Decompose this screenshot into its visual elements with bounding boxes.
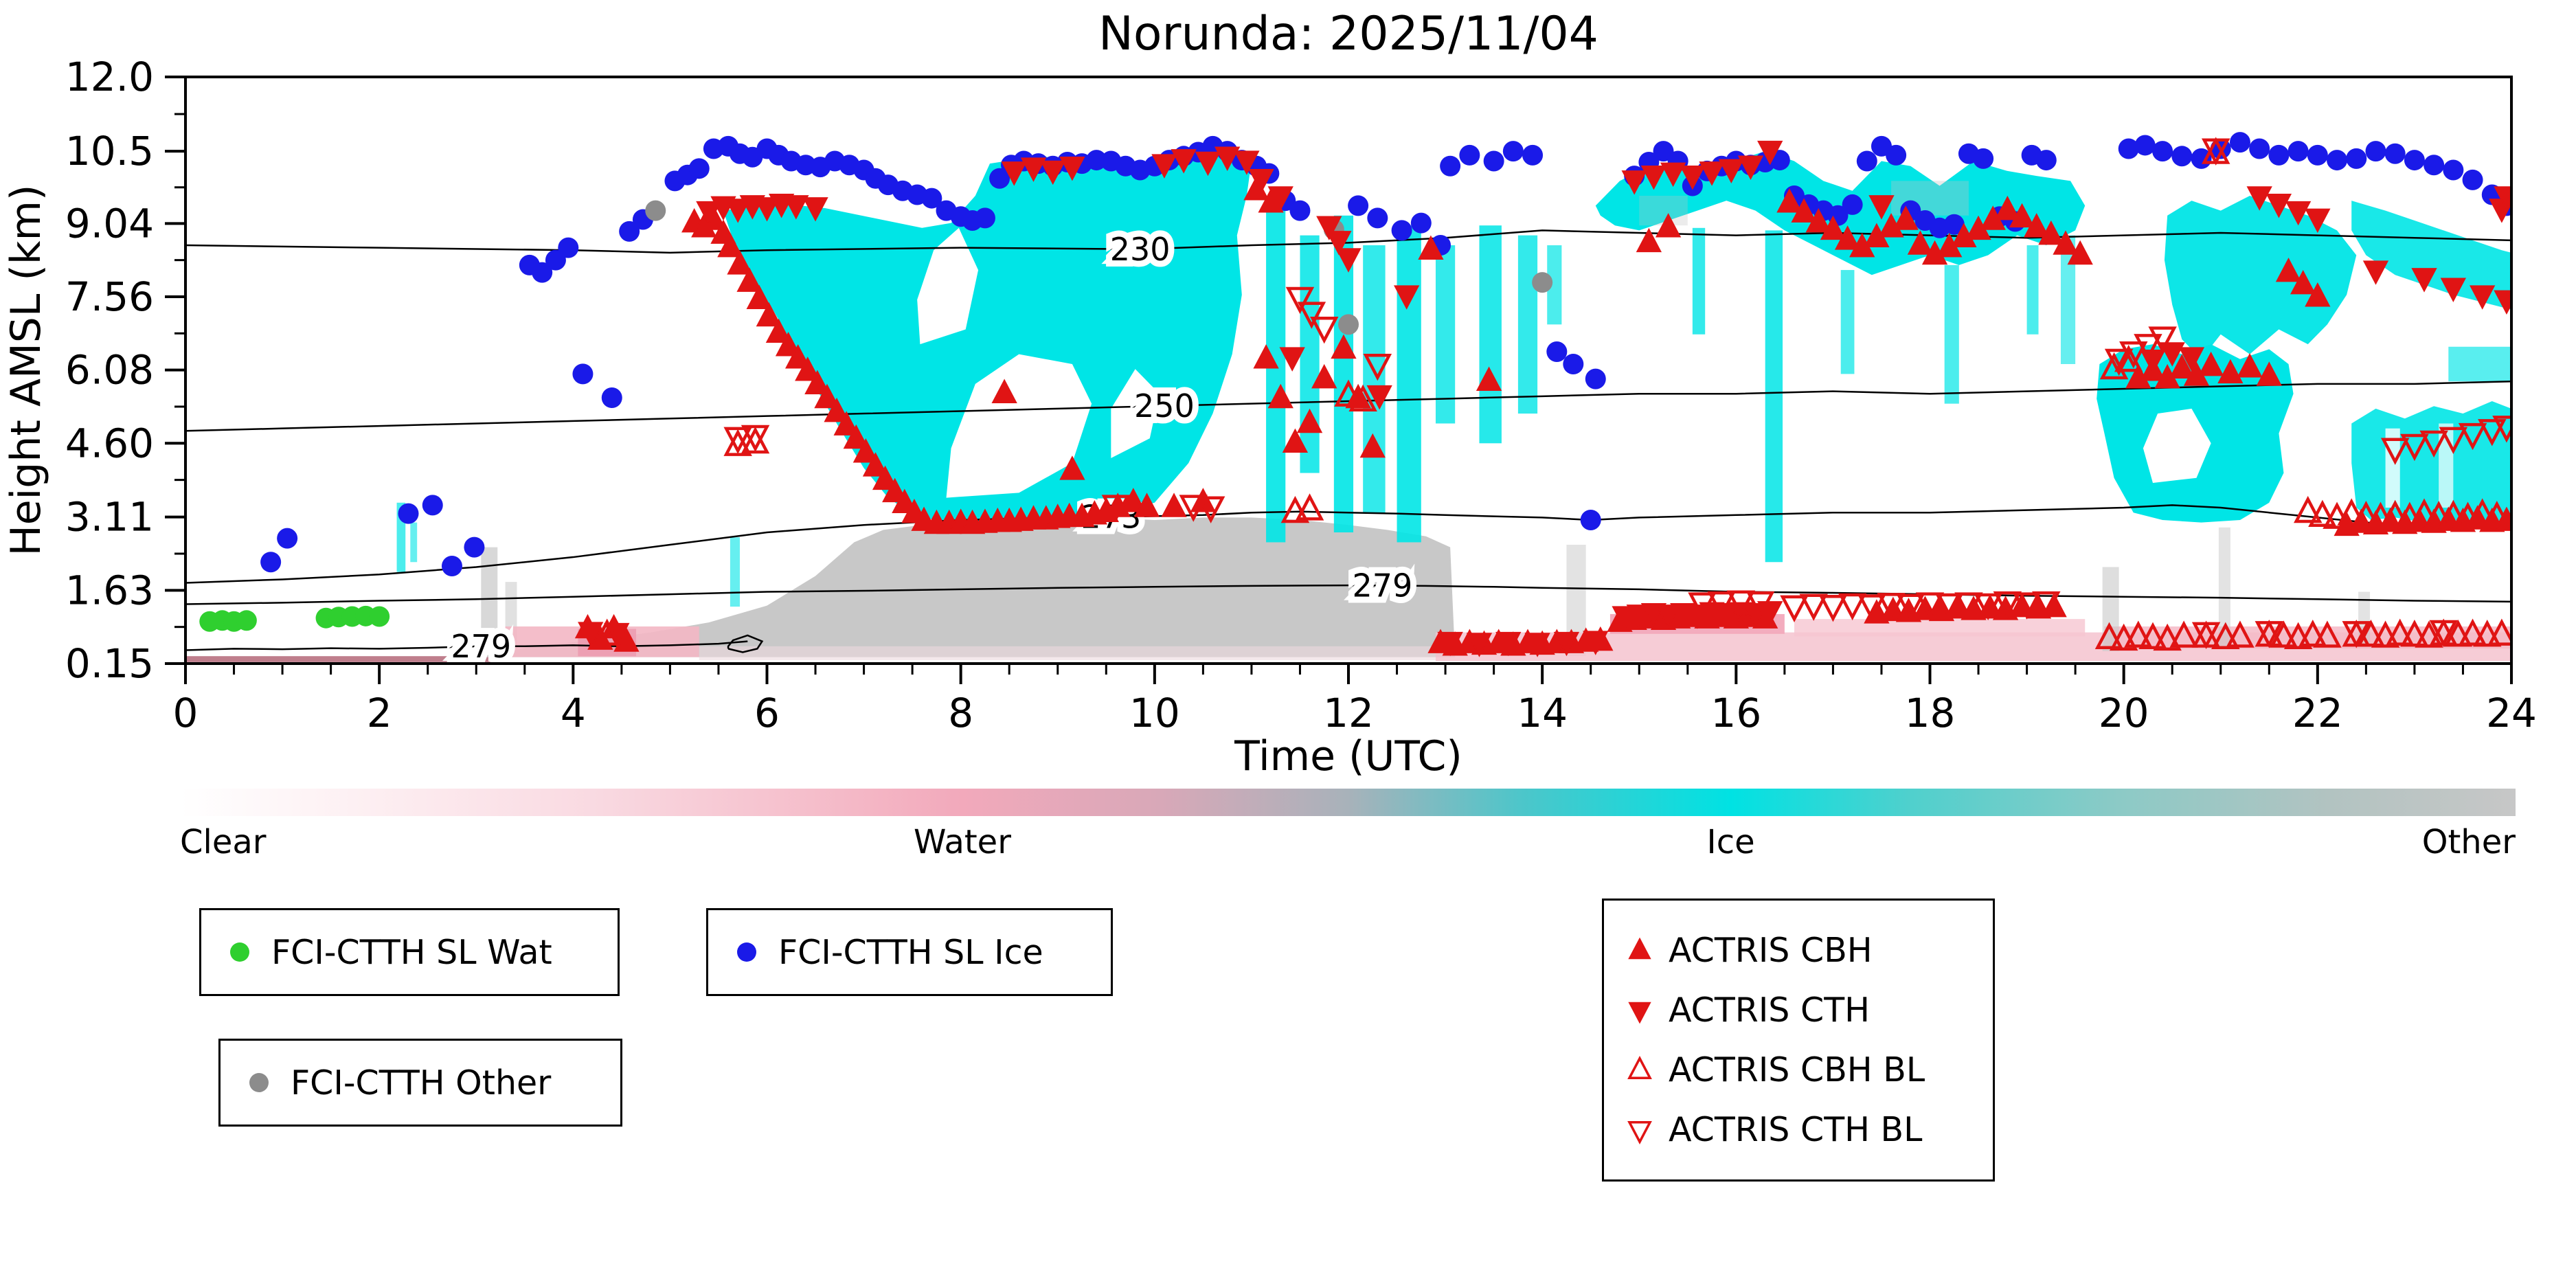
legend-label-fci-sl-wat: FCI-CTTH SL Wat	[271, 932, 552, 972]
colorbar-label-ice: Ice	[1706, 823, 1755, 861]
svg-text:8: 8	[948, 690, 973, 736]
triangle-up-open-icon	[1625, 1055, 1655, 1085]
legend-row-actris-cth-bl: ACTRIS CTH BL	[1625, 1110, 1922, 1149]
svg-text:3.11: 3.11	[65, 494, 154, 541]
legend-label-fci-sl-ice: FCI-CTTH SL Ice	[778, 932, 1043, 972]
legend-row-actris-cth: ACTRIS CTH	[1625, 991, 1870, 1030]
svg-text:22: 22	[2292, 690, 2343, 736]
svg-text:6.08: 6.08	[65, 347, 154, 394]
triangle-up-icon	[1625, 936, 1655, 966]
colorbar-label-water: Water	[914, 823, 1011, 861]
svg-text:12: 12	[1323, 690, 1374, 736]
legend-label-fci-other: FCI-CTTH Other	[291, 1063, 552, 1103]
legend-actris: ACTRIS CBH ACTRIS CTH ACTRIS CBH BL ACTR…	[1602, 899, 1995, 1182]
svg-text:10.5: 10.5	[65, 128, 154, 174]
legend-fci-sl-ice: FCI-CTTH SL Ice	[706, 908, 1113, 996]
svg-text:230: 230	[1110, 231, 1171, 268]
green-circle-icon	[225, 937, 255, 967]
svg-text:12.0: 12.0	[65, 54, 154, 100]
svg-text:6: 6	[754, 690, 780, 736]
legend-row-actris-cbh: ACTRIS CBH	[1625, 931, 1873, 970]
blue-circle-icon	[732, 937, 762, 967]
svg-text:16: 16	[1710, 690, 1761, 736]
chart-title: Norunda: 2025/11/04	[1098, 7, 1598, 61]
colorbar-label-clear: Clear	[180, 823, 267, 861]
legend-label-actris-cbh-bl: ACTRIS CBH BL	[1669, 1050, 1925, 1089]
svg-text:250: 250	[1134, 387, 1195, 425]
legend-label-actris-cbh: ACTRIS CBH	[1669, 931, 1873, 970]
svg-text:279: 279	[1352, 567, 1412, 604]
legend-row-actris-cbh-bl: ACTRIS CBH BL	[1625, 1050, 1925, 1089]
colorbar-label-other: Other	[2421, 823, 2516, 861]
svg-text:2: 2	[367, 690, 392, 736]
gray-circle-icon	[244, 1067, 274, 1098]
triangle-down-icon	[1625, 995, 1655, 1026]
x-axis-label: Time (UTC)	[1234, 732, 1462, 780]
svg-text:4.60: 4.60	[65, 420, 154, 466]
plot-area: 2302502732792790246810121416182022240.15…	[65, 54, 2537, 736]
svg-text:4: 4	[561, 690, 586, 736]
svg-text:0.15: 0.15	[65, 640, 154, 687]
legend-fci-sl-wat: FCI-CTTH SL Wat	[199, 908, 620, 996]
legend-label-actris-cth-bl: ACTRIS CTH BL	[1669, 1110, 1923, 1149]
legend-fci-other: FCI-CTTH Other	[218, 1039, 622, 1127]
svg-text:20: 20	[2099, 690, 2149, 736]
triangle-down-open-icon	[1625, 1115, 1655, 1145]
svg-text:1.63: 1.63	[65, 567, 154, 613]
colorbar	[180, 789, 2516, 816]
svg-text:14: 14	[1517, 690, 1568, 736]
legend-label-actris-cth: ACTRIS CTH	[1669, 991, 1870, 1030]
svg-text:10: 10	[1129, 690, 1180, 736]
svg-text:18: 18	[1905, 690, 1956, 736]
svg-text:279: 279	[451, 628, 511, 665]
svg-text:24: 24	[2486, 690, 2537, 736]
svg-text:7.56: 7.56	[65, 273, 154, 320]
svg-text:9.04: 9.04	[65, 200, 154, 247]
svg-text:0: 0	[173, 690, 199, 736]
